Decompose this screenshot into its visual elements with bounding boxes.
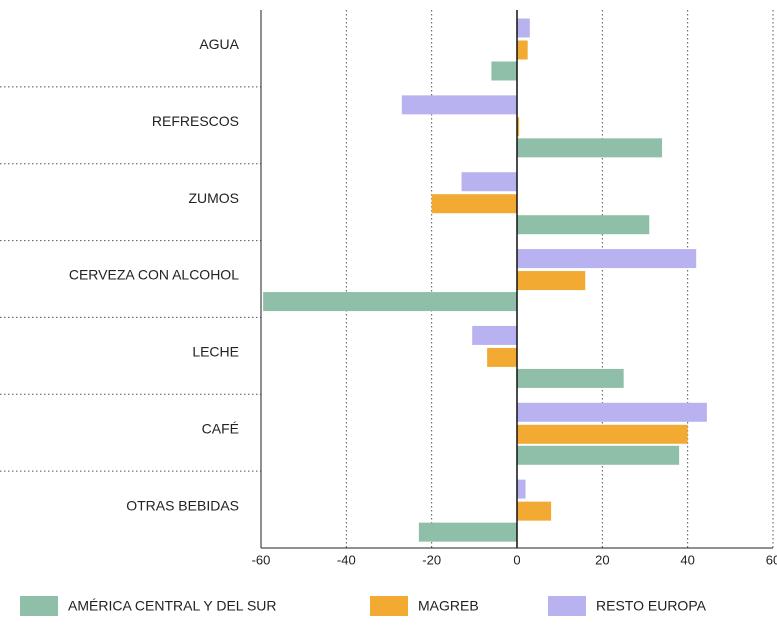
bar [517, 501, 552, 521]
bar [517, 368, 624, 388]
legend-swatch [20, 596, 58, 616]
bar [517, 249, 697, 269]
bar [517, 215, 650, 235]
category-label: REFRESCOS [152, 113, 239, 129]
bar [517, 271, 586, 291]
legend-label: AMÉRICA CENTRAL Y DEL SUR [68, 598, 277, 614]
x-tick-label: 60 [766, 552, 777, 567]
x-tick-label: 20 [595, 552, 609, 567]
legend-swatch [370, 596, 408, 616]
bar [517, 117, 520, 137]
bar [517, 445, 680, 465]
category-label: ZUMOS [188, 190, 239, 206]
category-label: LECHE [192, 344, 239, 360]
bar [487, 347, 517, 367]
bar [517, 479, 526, 499]
bar [491, 61, 517, 81]
x-tick-label: -60 [252, 552, 271, 567]
bar [461, 172, 517, 192]
category-label: AGUA [199, 36, 239, 52]
bar [517, 402, 707, 422]
bar [401, 95, 517, 115]
category-label: OTRAS BEBIDAS [126, 497, 239, 513]
bar [472, 325, 517, 345]
category-label: CAFÉ [202, 420, 239, 436]
bar [517, 424, 688, 444]
bar [418, 522, 517, 542]
bar [517, 138, 663, 158]
bar [517, 18, 530, 38]
legend-swatch [548, 596, 586, 616]
bar [517, 40, 528, 60]
category-label: CERVEZA CON ALCOHOL [69, 267, 239, 283]
legend-label: MAGREB [418, 598, 479, 614]
bar [431, 194, 517, 214]
x-tick-label: -40 [337, 552, 356, 567]
x-tick-label: 0 [513, 552, 520, 567]
x-tick-label: -20 [422, 552, 441, 567]
legend-label: RESTO EUROPA [596, 598, 707, 614]
x-tick-label: 40 [680, 552, 694, 567]
bar [263, 292, 517, 312]
